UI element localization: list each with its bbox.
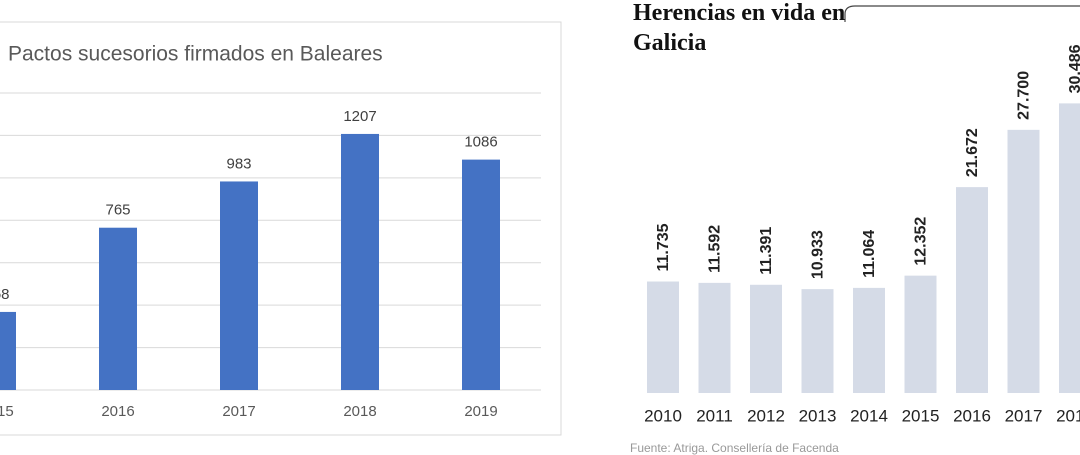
- x-tick-label: 2010: [644, 406, 682, 425]
- bar: [956, 187, 988, 393]
- x-tick-label: 2013: [799, 406, 837, 425]
- chart-galicia: 2010 11.735 2011 11.592 2012 11.391 2013 10.933…: [644, 5, 1080, 425]
- bar: [698, 282, 731, 393]
- value-label: 11.735: [655, 223, 672, 271]
- bar: [647, 281, 679, 393]
- x-tick-label: 2017: [1005, 406, 1043, 425]
- value-label: 30.486: [1067, 44, 1080, 93]
- x-tick-label: 2016: [101, 403, 134, 420]
- value-label: 765: [105, 202, 130, 219]
- value-label: 10.933: [810, 230, 827, 279]
- x-tick-label: 2017: [222, 403, 255, 420]
- value-label: 368: [0, 286, 10, 303]
- bar: [341, 133, 379, 390]
- x-tick-label: 2018: [343, 403, 376, 420]
- value-label: 983: [226, 155, 251, 172]
- bar: [853, 287, 885, 393]
- value-label: 21.672: [964, 128, 981, 177]
- bar: [99, 227, 137, 390]
- x-tick-label: 2014: [850, 406, 888, 425]
- bar: [1007, 129, 1040, 393]
- value-label: 11.064: [861, 230, 878, 278]
- value-label: 1086: [464, 134, 497, 151]
- value-label: 11.592: [707, 225, 724, 273]
- bar: [801, 289, 834, 393]
- chart-title: Pactos sucesorios firmados en Baleares: [8, 43, 383, 66]
- bar: [1059, 103, 1080, 394]
- x-tick-label: 2012: [747, 406, 785, 425]
- x-tick-label: 2016: [953, 406, 991, 425]
- x-tick-label: 2015: [0, 403, 14, 420]
- x-tick-label: 2019: [464, 403, 497, 420]
- source-note: Fuente: Atriga. Consellería de Facenda: [630, 441, 839, 455]
- bar: [462, 159, 500, 390]
- bar: [220, 181, 258, 390]
- value-label: 27.700: [1016, 71, 1033, 120]
- chart-title: Herencias en vida en Galicia: [633, 0, 846, 56]
- bar: [904, 275, 937, 393]
- x-tick-label: 2018: [1056, 406, 1080, 425]
- chart-baleares: Pactos sucesorios firmados en Baleares 0…: [0, 21, 562, 436]
- bar: [750, 284, 782, 393]
- bar: [0, 311, 16, 390]
- value-label: 11.391: [758, 227, 775, 275]
- x-tick-label: 2011: [696, 406, 733, 425]
- value-label: 12.352: [913, 217, 930, 266]
- x-tick-label: 2015: [902, 406, 940, 425]
- value-label: 1207: [343, 108, 376, 125]
- title-bracket: [844, 5, 1080, 22]
